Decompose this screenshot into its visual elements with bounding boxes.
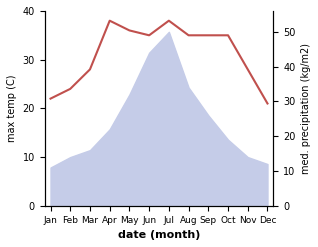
- Y-axis label: max temp (C): max temp (C): [7, 75, 17, 142]
- X-axis label: date (month): date (month): [118, 230, 200, 240]
- Y-axis label: med. precipitation (kg/m2): med. precipitation (kg/m2): [301, 43, 311, 174]
